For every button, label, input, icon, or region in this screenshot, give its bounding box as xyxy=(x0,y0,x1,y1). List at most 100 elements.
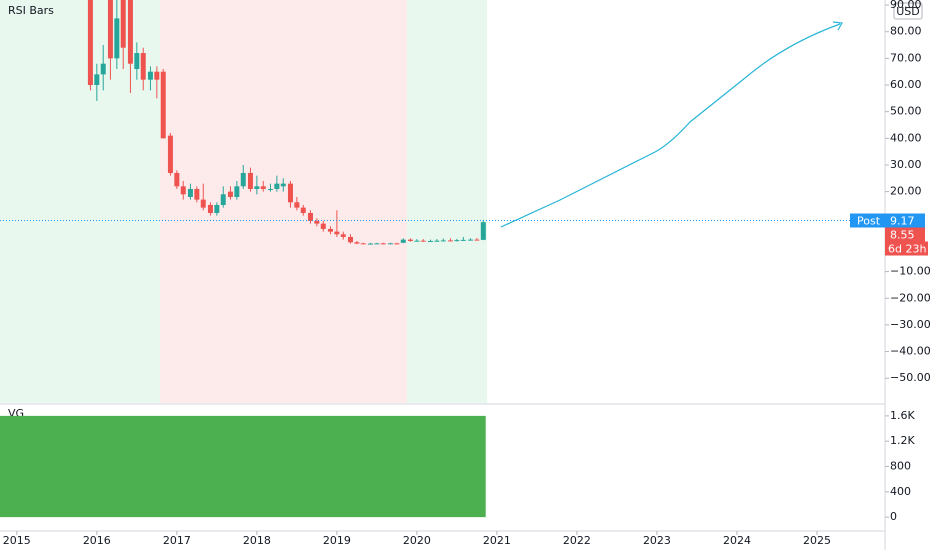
candle-body xyxy=(320,223,326,229)
candle-body xyxy=(120,0,126,48)
candle-body xyxy=(287,183,293,203)
currency[interactable]: USD xyxy=(896,5,920,18)
candle-body xyxy=(380,243,386,245)
x-tick-label: 2017 xyxy=(163,534,191,547)
y-tick-label: 30.00 xyxy=(890,158,922,171)
price-label: 9.17 xyxy=(890,215,915,228)
candle-body xyxy=(440,240,446,242)
candle-body xyxy=(274,183,280,189)
candle-body xyxy=(327,228,333,232)
candle-body xyxy=(367,243,373,245)
post-box xyxy=(850,213,885,228)
y-tick-label: 1.6K xyxy=(890,409,915,422)
candle-body xyxy=(387,243,393,245)
price-box xyxy=(885,227,925,242)
candle-body xyxy=(134,53,140,70)
candle-body xyxy=(314,220,320,224)
candle-body xyxy=(174,172,180,187)
area xyxy=(0,415,486,518)
candle-body xyxy=(194,188,200,200)
x-tick-label: 2020 xyxy=(403,534,431,547)
candle-body xyxy=(468,239,474,241)
y-tick-label: 90.00 xyxy=(890,0,922,11)
candle-body xyxy=(448,240,454,242)
candle-body xyxy=(167,135,173,173)
candle-body xyxy=(107,0,113,59)
candle-body xyxy=(254,186,260,189)
chart-title: RSI Bars xyxy=(8,4,54,17)
candle-body xyxy=(474,239,480,241)
x-tick-label: 2025 xyxy=(803,534,831,547)
y-tick-label: 60.00 xyxy=(890,78,922,91)
candle-body xyxy=(147,71,153,80)
candle-body xyxy=(294,202,300,208)
candle-body xyxy=(414,240,420,242)
green-zone xyxy=(407,0,487,403)
y-tick-label: 80.00 xyxy=(890,25,922,38)
candle-body xyxy=(300,207,306,213)
x-tick-label: 2023 xyxy=(643,534,671,547)
x-tick-label: 2022 xyxy=(563,534,591,547)
candle-body xyxy=(374,243,380,245)
arrow-head xyxy=(832,21,843,31)
candle-body xyxy=(154,71,160,80)
y-tick-label: −20.00 xyxy=(890,291,931,304)
candle-body xyxy=(94,74,100,86)
candle-body xyxy=(307,212,313,221)
candle-body xyxy=(267,188,273,190)
candle-body xyxy=(240,172,246,187)
x-tick-label: 2019 xyxy=(323,534,351,547)
candle-body xyxy=(114,18,120,59)
y-tick-label: 50.00 xyxy=(890,105,922,118)
drawn-arrow xyxy=(500,23,841,228)
candle-body xyxy=(480,222,486,240)
y-tick-label: 20.00 xyxy=(890,185,922,198)
x-tick-label: 2024 xyxy=(723,534,751,547)
candle-body xyxy=(260,186,266,189)
candle-body xyxy=(87,0,93,86)
countdown: 6d 23h xyxy=(888,243,926,256)
candle-body xyxy=(234,186,240,197)
y-tick-label: 1.2K xyxy=(890,434,915,447)
y-tick-label: 70.00 xyxy=(890,51,922,64)
candle-body xyxy=(394,243,400,245)
x-tick-label: 2021 xyxy=(483,534,511,547)
candle-body xyxy=(427,240,433,242)
post-label: Post xyxy=(857,215,881,228)
candle-body xyxy=(180,186,186,195)
candle-body xyxy=(340,234,346,237)
y-tick-label: 400 xyxy=(890,485,911,498)
candle-body xyxy=(454,240,460,242)
green-zone xyxy=(0,0,160,403)
y-tick-label: −10.00 xyxy=(890,265,931,278)
candle-body xyxy=(214,204,220,213)
candle-body xyxy=(360,243,366,245)
candle-body xyxy=(207,204,213,213)
candle-body xyxy=(220,194,226,205)
candle-body xyxy=(460,239,466,241)
candle-body xyxy=(187,188,193,197)
candle-body xyxy=(160,71,166,139)
candle-body xyxy=(400,239,406,243)
candle-body xyxy=(280,183,286,187)
candle-body xyxy=(140,53,146,80)
candle-body xyxy=(227,191,233,197)
y-tick-label: 0 xyxy=(890,510,897,523)
candle-body xyxy=(127,0,133,64)
price-box xyxy=(885,213,925,228)
candle-body xyxy=(354,242,360,244)
y-tick-label: −40.00 xyxy=(890,345,931,358)
currency-box[interactable] xyxy=(893,2,923,20)
candle-body xyxy=(100,63,106,75)
x-tick-label: 2016 xyxy=(83,534,111,547)
x-tick-label: 2018 xyxy=(243,534,271,547)
candle-body xyxy=(334,231,340,235)
y-tick-label: −50.00 xyxy=(890,371,931,384)
y-tick-label: −30.00 xyxy=(890,318,931,331)
price-label: 8.55 xyxy=(890,229,915,242)
candle-body xyxy=(407,239,413,241)
candle-body xyxy=(434,240,440,242)
y-tick-label: 800 xyxy=(890,459,911,472)
